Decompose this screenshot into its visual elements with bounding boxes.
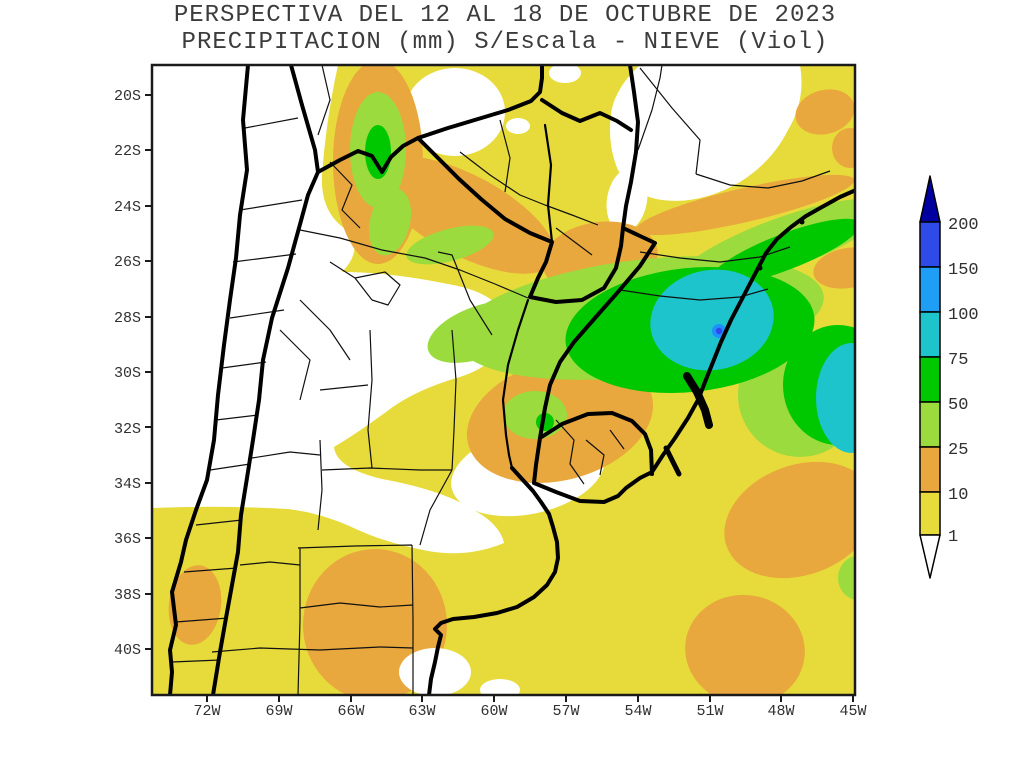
lat-tick-marks xyxy=(145,94,152,650)
lat-label-34s: 34S xyxy=(114,476,141,493)
lat-tick-labels: 20S 22S 24S 26S 28S 30S 32S 34S 36S 38S … xyxy=(114,88,141,659)
lon-label-63w: 63W xyxy=(408,703,435,720)
lon-label-60w: 60W xyxy=(480,703,507,720)
field-orange-regions xyxy=(168,65,855,695)
legend-label-25: 25 xyxy=(948,441,968,460)
legend-label-10: 10 xyxy=(948,486,968,505)
map-title-line1: PERSPECTIVA DEL 12 AL 18 DE OCTUBRE DE 2… xyxy=(174,2,836,29)
lon-label-54w: 54W xyxy=(624,703,651,720)
lat-label-26s: 26S xyxy=(114,254,141,271)
lat-label-38s: 38S xyxy=(114,587,141,604)
legend-box-10-25 xyxy=(919,446,941,493)
lon-tick-marks xyxy=(206,695,854,702)
lon-tick-labels: 72W 69W 66W 63W 60W 57W 54W 51W 48W 45W xyxy=(193,703,866,720)
legend-label-150: 150 xyxy=(948,261,979,280)
legend-label-50: 50 xyxy=(948,396,968,415)
field-orange-east-wedge xyxy=(813,247,855,289)
legend-box-150-200 xyxy=(919,221,941,268)
map-frame xyxy=(150,63,857,697)
lat-label-32s: 32S xyxy=(114,421,141,438)
rivers xyxy=(501,123,554,470)
field-white-pockets-south xyxy=(399,648,520,695)
lat-label-20s: 20S xyxy=(114,88,141,105)
lon-label-51w: 51W xyxy=(696,703,723,720)
lat-label-22s: 22S xyxy=(114,143,141,160)
legend-label-100: 100 xyxy=(948,306,979,325)
legend-label-75: 75 xyxy=(948,351,968,370)
map-title-line2: PRECIPITACION (mm) S/Escala - NIEVE (Vio… xyxy=(182,29,829,56)
legend-top-arrow xyxy=(919,175,941,223)
lon-label-57w: 57W xyxy=(552,703,579,720)
province-borders xyxy=(171,65,831,695)
legend-box-50-75 xyxy=(919,356,941,403)
lon-label-45w: 45W xyxy=(839,703,866,720)
field-royal-core xyxy=(715,327,723,335)
coastal-lagoons xyxy=(663,219,805,477)
legend-label-200: 200 xyxy=(948,216,979,235)
lon-label-69w: 69W xyxy=(265,703,292,720)
legend-bottom-arrow xyxy=(919,534,941,579)
lon-label-66w: 66W xyxy=(337,703,364,720)
legend-box-1-10 xyxy=(919,491,941,536)
lat-label-24s: 24S xyxy=(114,199,141,216)
legend-box-100-150 xyxy=(919,266,941,313)
lat-label-28s: 28S xyxy=(114,310,141,327)
legend-label-1: 1 xyxy=(948,528,958,547)
country-borders xyxy=(168,65,855,695)
precipitation-field xyxy=(152,65,855,695)
lon-label-72w: 72W xyxy=(193,703,220,720)
lon-label-48w: 48W xyxy=(767,703,794,720)
lat-label-40s: 40S xyxy=(114,642,141,659)
legend-box-75-100 xyxy=(919,311,941,358)
lat-label-36s: 36S xyxy=(114,531,141,548)
legend-colorbar: 200 150 100 75 50 25 10 1 xyxy=(919,175,979,579)
legend-box-25-50 xyxy=(919,401,941,448)
lat-label-30s: 30S xyxy=(114,365,141,382)
